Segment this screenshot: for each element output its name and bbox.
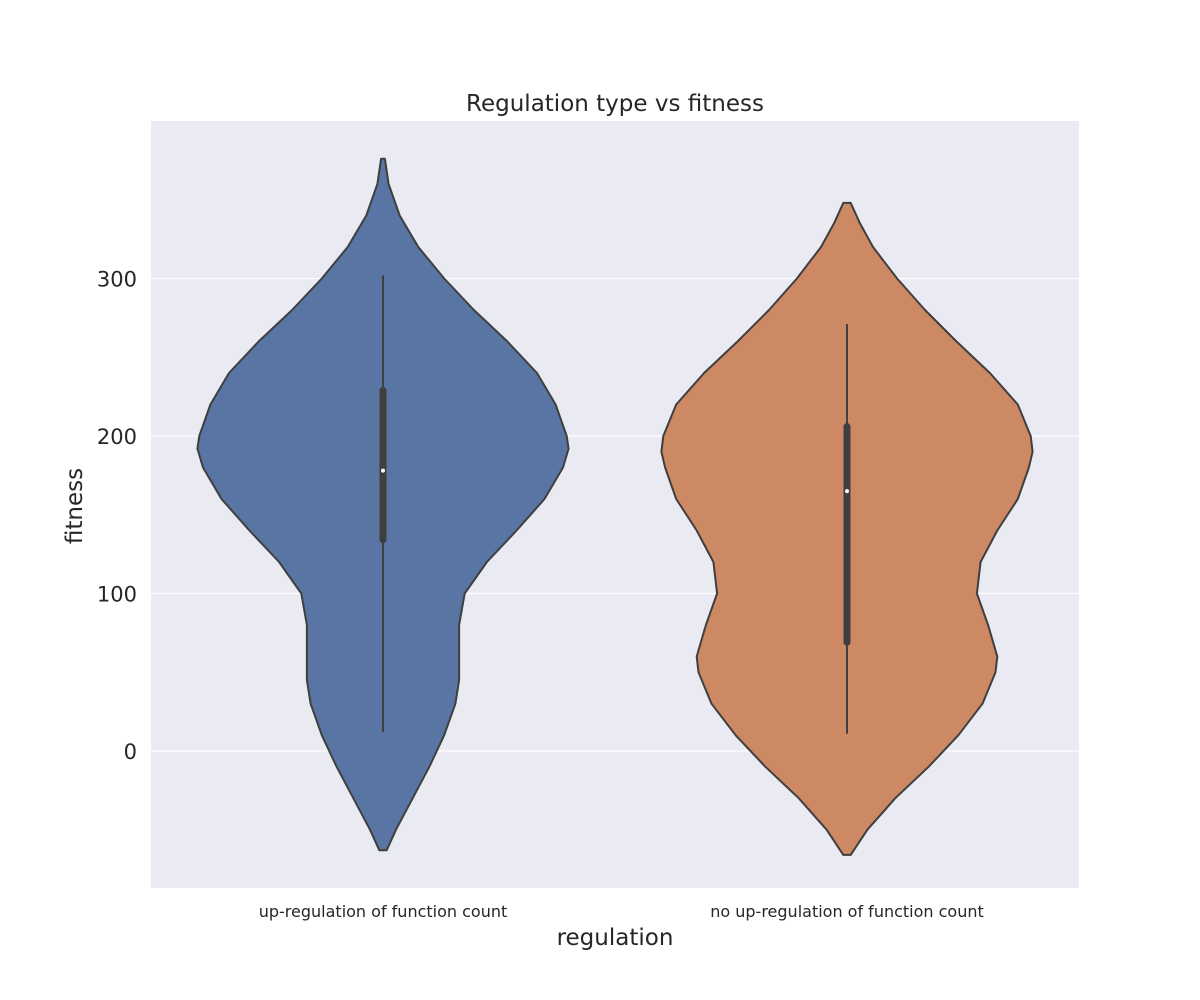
violin-median-point <box>845 489 849 494</box>
y-axis-label: fitness <box>62 468 88 544</box>
violins <box>196 157 1034 856</box>
violin-median-point <box>381 468 385 473</box>
y-tick-label: 0 <box>124 740 137 764</box>
x-axis-label: regulation <box>557 925 674 951</box>
y-tick-label: 300 <box>97 267 137 291</box>
y-tick-label: 200 <box>97 425 137 449</box>
y-axis-ticks: 0 100 200 300 <box>97 267 137 763</box>
x-tick-label: no up-regulation of function count <box>710 902 984 921</box>
x-tick-label: up-regulation of function count <box>259 902 508 921</box>
x-axis-ticks: up-regulation of function count no up-reg… <box>259 902 984 921</box>
y-tick-label: 100 <box>97 582 137 606</box>
chart-title: Regulation type vs fitness <box>466 91 764 117</box>
